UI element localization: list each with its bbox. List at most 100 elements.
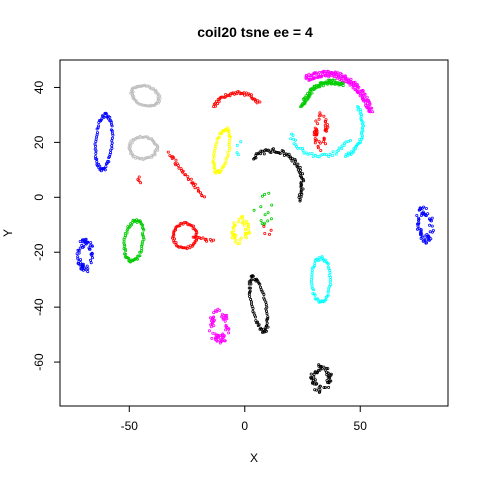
data-point: [323, 74, 327, 78]
data-point: [312, 288, 316, 292]
data-point: [264, 303, 268, 307]
data-point: [415, 213, 419, 217]
data-point: [236, 242, 240, 246]
data-point: [423, 213, 427, 217]
data-point: [196, 235, 200, 239]
data-point: [430, 224, 434, 228]
data-point: [298, 174, 302, 178]
data-point: [310, 151, 314, 155]
data-point: [325, 378, 329, 382]
data-point: [328, 280, 332, 284]
data-point: [215, 99, 219, 103]
data-point: [315, 132, 319, 136]
data-point: [247, 282, 251, 286]
data-point: [266, 219, 270, 223]
data-point: [82, 240, 86, 244]
data-point: [212, 102, 216, 106]
data-point: [196, 186, 200, 190]
data-point: [262, 296, 266, 300]
data-point: [301, 187, 305, 191]
data-point: [317, 368, 321, 372]
data-point: [212, 161, 216, 165]
data-point: [258, 100, 262, 104]
data-point: [172, 232, 176, 236]
data-point: [348, 152, 352, 156]
data-point: [222, 339, 226, 343]
data-point: [426, 212, 430, 216]
data-point: [110, 146, 114, 150]
data-point: [252, 208, 256, 212]
data-point: [146, 84, 150, 88]
data-point: [269, 217, 273, 221]
data-point: [263, 192, 267, 196]
data-point: [217, 100, 221, 104]
data-point: [154, 147, 158, 151]
data-point: [150, 137, 154, 141]
data-point: [268, 150, 272, 154]
data-point: [290, 156, 294, 160]
data-point: [330, 153, 334, 157]
data-point: [110, 122, 114, 126]
data-points: [75, 69, 435, 394]
x-tick-label: 0: [241, 419, 248, 433]
data-point: [144, 104, 148, 108]
data-point: [213, 166, 217, 170]
data-point: [327, 72, 331, 76]
data-point: [123, 247, 127, 251]
data-point: [210, 336, 214, 340]
data-point: [192, 183, 196, 187]
data-point: [359, 140, 363, 144]
data-point: [138, 102, 142, 106]
data-point: [91, 256, 95, 260]
data-point: [205, 239, 209, 243]
data-point: [417, 227, 421, 231]
data-point: [310, 273, 314, 277]
data-point: [356, 108, 360, 112]
data-point: [311, 155, 315, 159]
data-point: [327, 380, 331, 384]
data-point: [211, 319, 215, 323]
data-point: [215, 137, 219, 141]
data-point: [251, 306, 255, 310]
data-point: [195, 231, 199, 235]
data-point: [193, 186, 197, 190]
data-point: [213, 336, 217, 340]
data-point: [233, 223, 237, 227]
data-point: [340, 146, 344, 150]
data-point: [243, 234, 247, 238]
data-point: [143, 135, 147, 139]
data-point: [240, 214, 244, 218]
data-point: [329, 283, 333, 287]
data-point: [247, 292, 251, 296]
data-point: [299, 189, 303, 193]
data-point: [141, 103, 145, 107]
data-point: [244, 221, 248, 225]
data-point: [187, 222, 191, 226]
data-point: [319, 148, 323, 152]
data-point: [349, 77, 353, 81]
data-point: [89, 241, 93, 245]
data-point: [224, 324, 228, 328]
data-point: [194, 238, 198, 242]
data-point: [419, 228, 423, 232]
data-point: [312, 375, 316, 379]
data-point: [264, 300, 268, 304]
data-point: [248, 294, 252, 298]
data-point: [220, 315, 224, 319]
data-point: [94, 144, 98, 148]
data-point: [415, 222, 419, 226]
data-point: [176, 164, 180, 168]
data-point: [297, 170, 301, 174]
data-point: [124, 249, 128, 253]
data-point: [181, 169, 185, 173]
data-point: [140, 244, 144, 248]
data-point: [104, 165, 108, 169]
data-point: [299, 105, 303, 109]
data-point: [327, 154, 331, 158]
data-point: [220, 167, 224, 171]
data-point: [299, 191, 303, 195]
data-point: [320, 367, 324, 371]
data-point: [144, 156, 148, 160]
data-point: [171, 234, 175, 238]
data-point: [266, 211, 270, 215]
